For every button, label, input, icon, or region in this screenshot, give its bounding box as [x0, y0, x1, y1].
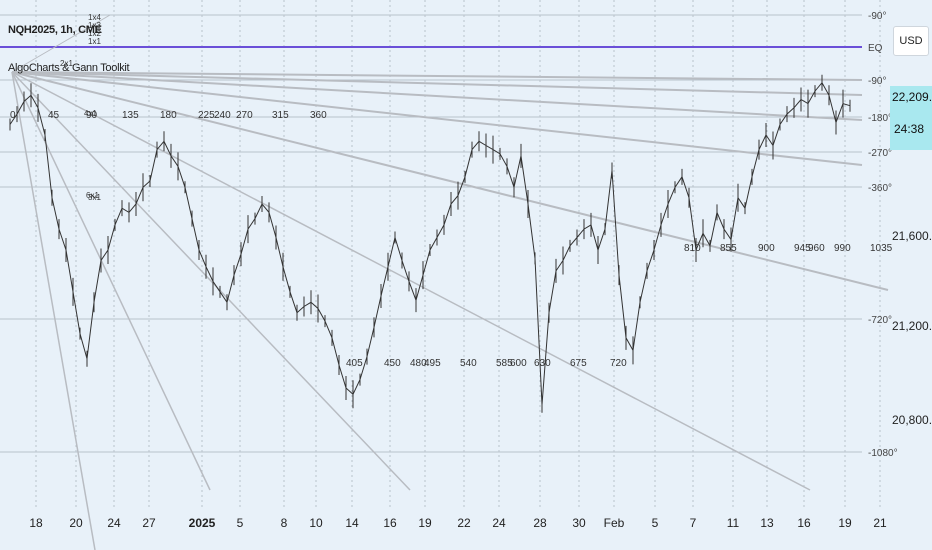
x-tick-label: 24	[107, 516, 121, 530]
fan-ratio-label: 4x1	[84, 109, 97, 118]
y-tick-label: 21,200.00	[892, 319, 932, 333]
x-tick-label: 10	[309, 516, 323, 530]
gann-fan-line	[11, 71, 863, 166]
bar-count-label: 450	[384, 358, 401, 369]
gann-fan-line	[11, 14, 111, 73]
bar-count-label: 600	[510, 358, 527, 369]
bar-count-label: 675	[570, 358, 587, 369]
price-line	[9, 81, 851, 405]
bar-count-label: 495	[424, 358, 441, 369]
x-tick-label: Feb	[604, 516, 625, 530]
x-tick-label: 13	[760, 516, 774, 530]
currency-button[interactable]: USD	[893, 26, 929, 56]
fan-ratio-label: 1x1	[88, 37, 101, 46]
x-tick-label: 5	[237, 516, 244, 530]
last-price-label: 22,209.50 24:38	[890, 86, 932, 150]
angle-level-label: -180°	[868, 113, 892, 124]
x-tick-label: 18	[29, 516, 43, 530]
x-tick-label: 8	[281, 516, 288, 530]
bar-count-label: 990	[834, 243, 851, 254]
angle-level-label: -720°	[868, 315, 892, 326]
x-tick-label: 27	[142, 516, 156, 530]
x-tick-label: 30	[572, 516, 586, 530]
x-tick-label: 11	[727, 516, 740, 530]
fan-ratio-label: 2x1	[60, 59, 73, 68]
gann-fan-line	[11, 71, 211, 491]
x-tick-label: 5	[652, 516, 659, 530]
horizontal-levels	[0, 14, 862, 453]
bar-count-label: 960	[808, 243, 825, 254]
x-tick-label: 20	[69, 516, 83, 530]
bar-count-label: 945	[794, 243, 811, 254]
gann-fan-line	[11, 71, 411, 491]
gann-fan-line	[11, 71, 863, 81]
bar-count-label: 240	[214, 110, 231, 121]
x-tick-label: 19	[838, 516, 852, 530]
bar-count-label: 405	[346, 358, 363, 369]
gann-fan-line	[11, 71, 889, 291]
angle-level-label: -1080°	[868, 448, 898, 459]
angle-level-label: -90°	[868, 11, 886, 22]
x-tick-label: 16	[383, 516, 397, 530]
bar-count-label: 180	[160, 110, 177, 121]
angle-level-label: -360°	[868, 183, 892, 194]
bar-count-label: 270	[236, 110, 253, 121]
bar-count-label: 315	[272, 110, 289, 121]
y-tick-label: 20,800.00	[892, 413, 932, 427]
indicator-title[interactable]: AlgoCharts & Gann Toolkit	[8, 62, 130, 74]
bar-count-label: 225	[198, 110, 215, 121]
gann-fan-line	[11, 71, 863, 96]
bar-count-label: 900	[758, 243, 775, 254]
bar-count-label: 855	[720, 243, 737, 254]
gann-fan-line	[11, 71, 811, 491]
x-tick-label: 28	[533, 516, 547, 530]
gann-fan-lines	[11, 14, 889, 550]
bar-count-label: 540	[460, 358, 477, 369]
angle-level-label: -270°	[868, 148, 892, 159]
angle-level-label: -90°	[868, 76, 886, 87]
fan-ratio-label: 3x1	[88, 193, 101, 202]
fan-ratio-label: 1x2	[88, 29, 101, 38]
x-tick-label: 2025	[189, 516, 216, 530]
x-tick-label: 14	[345, 516, 359, 530]
x-tick-label: 7	[690, 516, 697, 530]
bar-count-label: 1035	[870, 243, 893, 254]
y-tick-label: 21,600.00	[892, 229, 932, 243]
price-axis: 21,600.00 21,200.00 20,800.00	[892, 229, 932, 427]
bar-count-label: 630	[534, 358, 551, 369]
fan-ratio-label: 6x1	[86, 191, 99, 200]
symbol-title[interactable]: NQH2025, 1h, CME	[8, 24, 102, 36]
x-tick-label: 16	[797, 516, 811, 530]
last-price-value: 22,209.50	[892, 90, 932, 104]
x-tick-label: 22	[457, 516, 471, 530]
x-tick-label: 19	[418, 516, 432, 530]
bar-count-label: 720	[610, 358, 627, 369]
bar-count-label: 810	[684, 243, 701, 254]
fan-ratio-label: 1x4	[88, 13, 101, 22]
time-axis: 18 20 24 27 2025 5 8 10 14 16 19 22 24 28 30 Feb 5 7 11 13 1…	[29, 516, 887, 530]
fan-ratio-label: 1x3	[88, 21, 101, 30]
bar-count-label: 0	[10, 110, 16, 121]
bar-count-label: 360	[310, 110, 327, 121]
price-series	[9, 74, 851, 413]
bar-count-label: 90	[86, 110, 98, 121]
gann-fan-line	[11, 71, 863, 121]
bar-count-label: 585	[496, 358, 513, 369]
bar-count-label: 45	[48, 110, 60, 121]
gann-fan-line	[11, 71, 96, 550]
bar-count-label: 480	[410, 358, 427, 369]
x-tick-label: 24	[492, 516, 506, 530]
level-labels: -90° EQ -90° -180° -270° -360° -720° -1080°	[868, 11, 898, 459]
x-tick-label: 21	[873, 516, 887, 530]
bar-count-label: 135	[122, 110, 139, 121]
bar-countdown: 24:38	[894, 122, 925, 136]
angle-level-label: EQ	[868, 43, 883, 54]
